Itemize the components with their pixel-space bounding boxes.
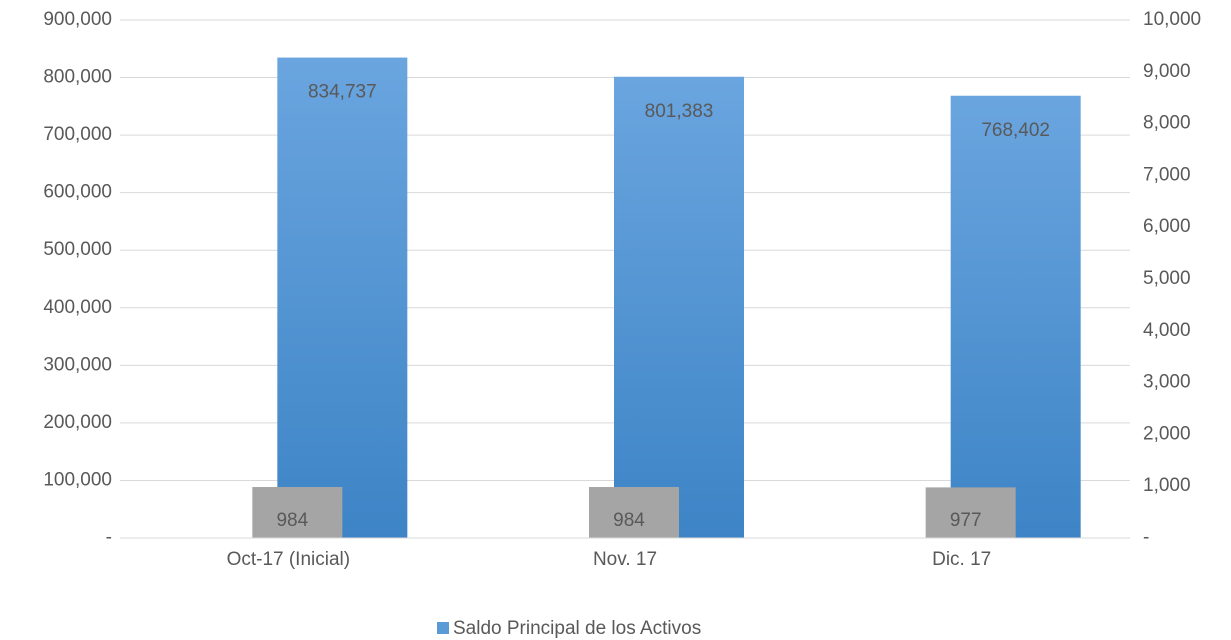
y-tick-label: - — [106, 527, 112, 548]
data-label: 984 — [276, 510, 308, 531]
y-tick-label: 800,000 — [43, 67, 112, 88]
legend-swatch — [437, 622, 449, 634]
y2-tick-label: 3,000 — [1143, 372, 1191, 393]
bar — [277, 57, 408, 539]
y2-tick-label: 6,000 — [1143, 216, 1191, 237]
bar — [950, 95, 1081, 539]
y-tick-label: 700,000 — [43, 124, 112, 145]
data-label: 977 — [950, 510, 982, 531]
bar — [614, 76, 744, 539]
y2-tick-label: 5,000 — [1143, 268, 1191, 289]
data-label: 768,402 — [981, 120, 1050, 141]
y2-tick-label: 10,000 — [1143, 9, 1201, 30]
y2-tick-label: 9,000 — [1143, 61, 1191, 82]
data-label: 984 — [613, 510, 645, 531]
y-tick-label: 600,000 — [43, 182, 112, 203]
y2-tick-label: 7,000 — [1143, 164, 1191, 185]
bar — [589, 487, 679, 538]
x-tick-label: Nov. 17 — [593, 549, 657, 570]
data-label: 834,737 — [308, 82, 377, 103]
y-tick-label: 400,000 — [43, 297, 112, 318]
y-tick-label: 500,000 — [43, 239, 112, 260]
x-tick-label: Dic. 17 — [932, 549, 991, 570]
y-tick-label: 900,000 — [43, 9, 112, 30]
x-tick-label: Oct-17 (Inicial) — [227, 549, 351, 570]
y2-tick-label: 4,000 — [1143, 320, 1191, 341]
y2-tick-label: 1,000 — [1143, 475, 1191, 496]
y-tick-label: 300,000 — [43, 354, 112, 375]
y2-tick-label: 2,000 — [1143, 423, 1191, 444]
bar — [925, 487, 1016, 538]
y2-tick-label: - — [1143, 527, 1149, 548]
y-tick-label: 200,000 — [43, 412, 112, 433]
data-label: 801,383 — [645, 101, 714, 122]
y2-tick-label: 8,000 — [1143, 113, 1191, 134]
legend-label: Saldo Principal de los Activos — [453, 618, 701, 639]
bar — [252, 487, 343, 538]
y-tick-label: 100,000 — [43, 469, 112, 490]
